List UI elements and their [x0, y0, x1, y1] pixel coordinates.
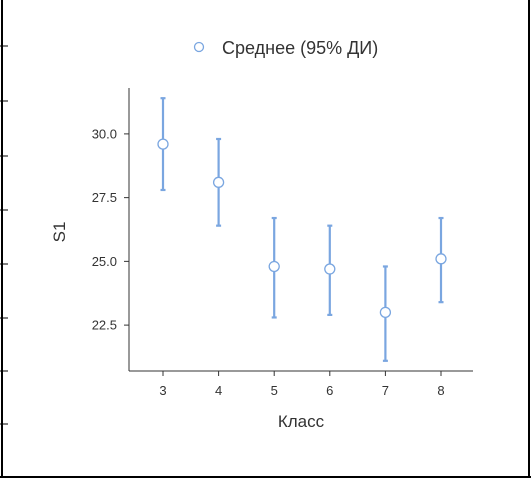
mean-point: [157, 138, 169, 150]
mean-point: [268, 260, 280, 273]
x-tick-label: 7: [382, 383, 389, 398]
legend: Среднее (95% ДИ): [193, 38, 378, 58]
data-points: [157, 97, 447, 362]
y-axis-title: S1: [50, 222, 69, 243]
mean-point: [324, 263, 336, 275]
legend-label: Среднее (95% ДИ): [222, 38, 378, 58]
x-tick-label: 4: [215, 383, 222, 398]
y-tick-label: 30.0: [92, 126, 117, 141]
data-point-group: [379, 265, 392, 362]
x-ticks: 3 4 5 6 7 8: [159, 371, 445, 398]
y-ticks: 22.5 25.0 27.5 30.0: [92, 126, 129, 333]
mean-point: [379, 306, 392, 319]
data-point-group: [268, 216, 280, 319]
x-tick-label: 8: [437, 383, 444, 398]
mean-point: [212, 176, 225, 188]
y-tick-label: 25.0: [92, 254, 117, 269]
x-tick-label: 3: [159, 383, 166, 398]
y-tick-label: 22.5: [92, 318, 117, 333]
legend-marker-icon: [193, 41, 205, 53]
x-tick-label: 5: [271, 383, 278, 398]
data-point-group: [157, 97, 169, 192]
data-point-group: [212, 137, 225, 227]
x-tick-label: 6: [326, 383, 333, 398]
data-point-group: [324, 224, 336, 317]
data-point-group: [435, 216, 447, 304]
x-axis-title: Класс: [278, 412, 325, 431]
y-tick-label: 27.5: [92, 190, 117, 205]
mean-point: [435, 253, 447, 265]
